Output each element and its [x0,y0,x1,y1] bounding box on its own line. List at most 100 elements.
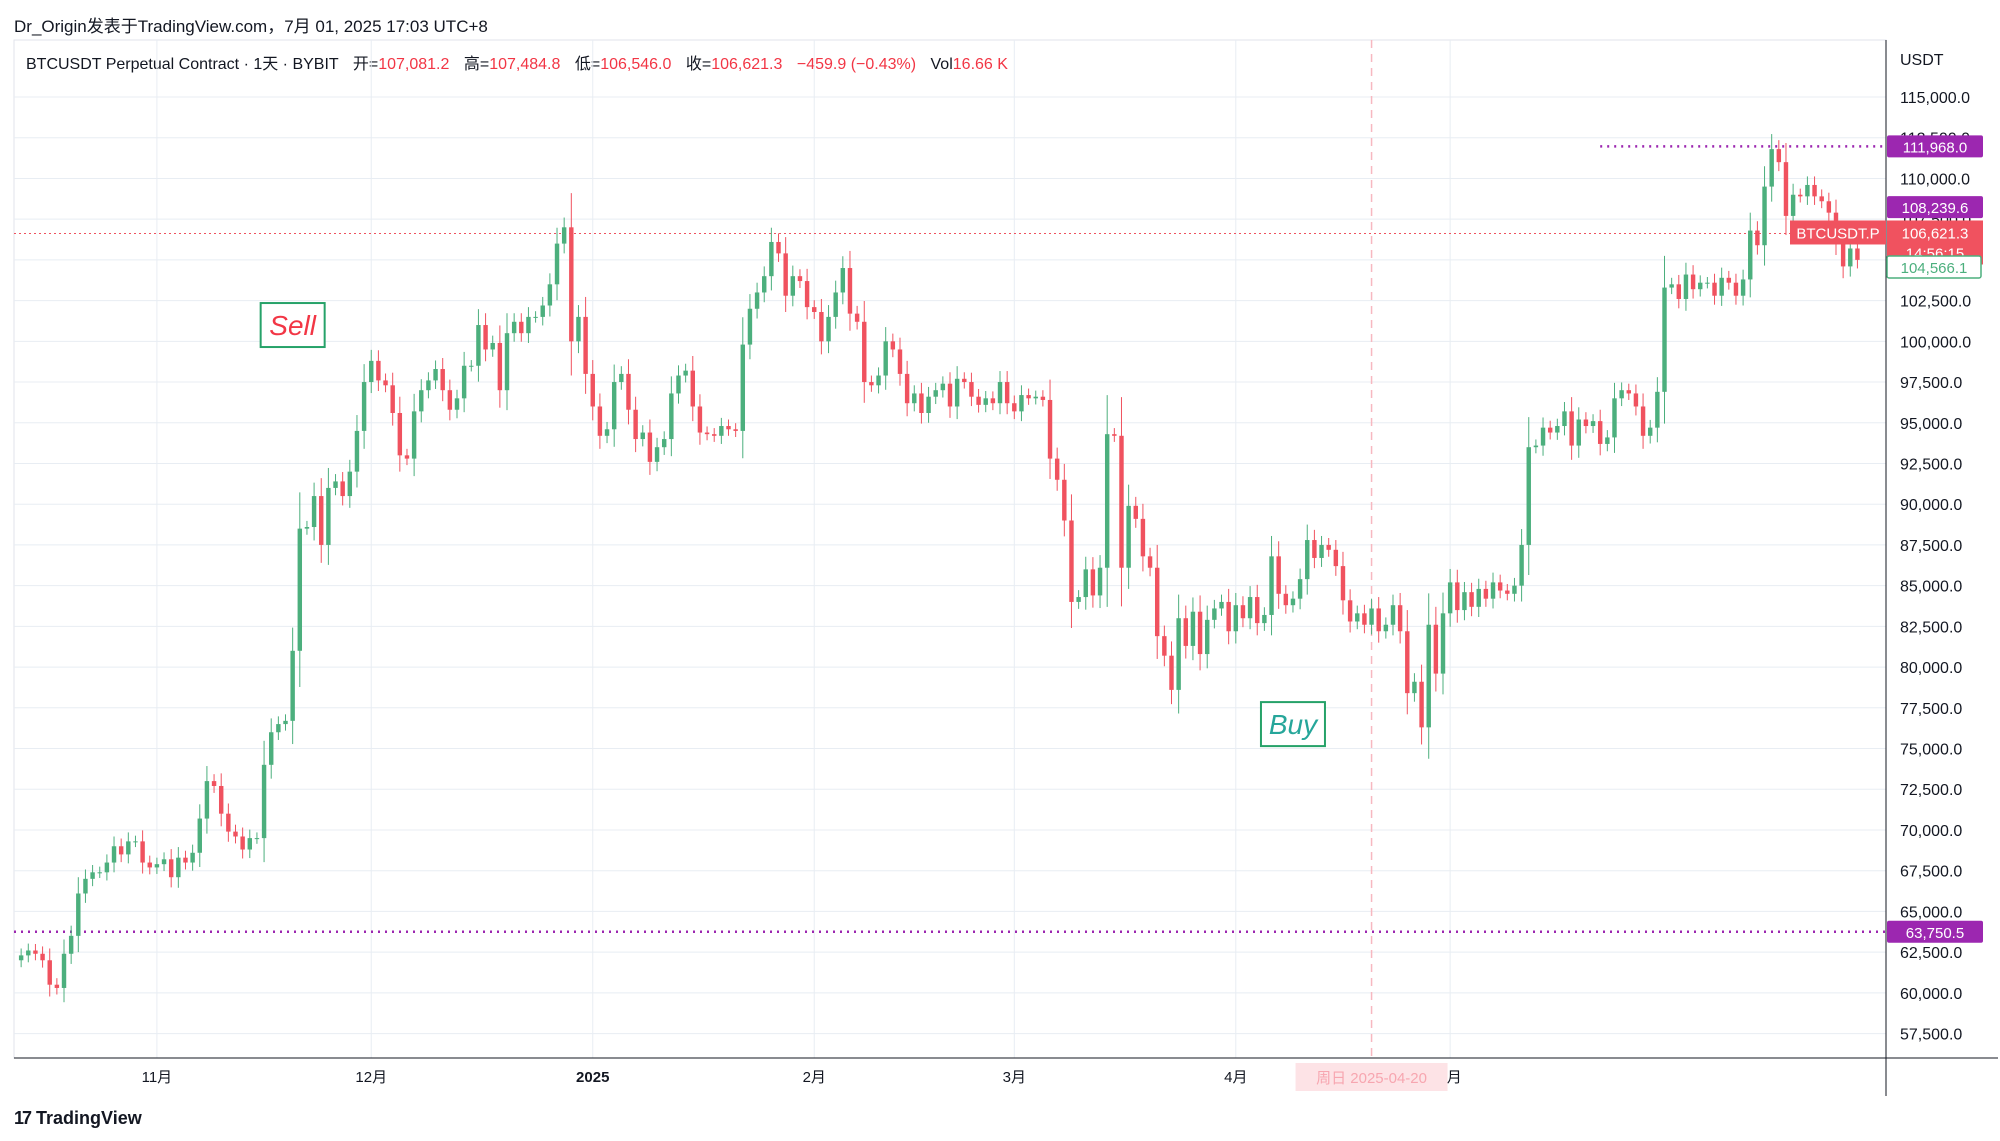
candle [1833,199,1839,256]
candle-body [590,373,595,407]
candle [54,978,60,995]
candle [1019,385,1024,422]
candle-body [1383,624,1389,632]
candle [590,360,595,421]
price-levels [14,145,1886,934]
y-tick-label: 92,500.0 [1900,456,1962,473]
candle [926,386,931,423]
candle [1297,568,1303,610]
y-tick-label: 80,000.0 [1900,660,1962,677]
candle-body [1190,611,1196,646]
y-tick-label: 77,500.0 [1900,701,1962,718]
candle-body [526,316,531,334]
candle-body [1212,608,1217,620]
candle [1519,529,1524,602]
candle-body [997,382,1003,404]
candle-body [1576,419,1581,446]
candle [1662,255,1667,424]
candle-body [454,398,460,410]
x-tick-label: 11月 [142,1069,173,1086]
candle [633,396,638,453]
candle-body [583,316,588,374]
candle [783,237,788,313]
candle-body [240,836,245,850]
price-label-box [1887,196,1983,219]
candle-body [619,373,624,383]
candle [1140,503,1146,572]
candle [1183,605,1189,659]
candle [683,363,688,383]
candle [690,355,695,422]
candle-body [1362,613,1367,625]
candle-body [447,390,453,410]
candle [1390,594,1396,636]
candle [1826,192,1832,222]
candle-body [476,325,481,366]
candle-body [404,455,410,459]
price-unit-selector[interactable]: USDT [1900,52,1944,69]
candle [1097,555,1103,609]
candle [547,273,553,317]
candle [1226,588,1231,645]
candle-body [1340,566,1346,601]
y-tick-label: 75,000.0 [1900,742,1962,759]
candle [554,227,560,301]
candle-body [1597,421,1603,444]
candle-body [1247,597,1253,619]
tradingview-logo[interactable]: 17 TradingView [14,1108,142,1129]
candle [147,855,152,875]
candle [1047,379,1053,479]
price-label-text: 106,621.3 [1902,225,1969,242]
candle [890,333,896,358]
candle-body [1305,540,1310,580]
candle-body [1633,393,1639,407]
candle [1269,535,1274,636]
candle [433,360,438,389]
candle-body [1540,427,1546,446]
candle-body [440,369,445,391]
candle-body [1347,600,1353,622]
candle-body [411,411,417,459]
candle [461,351,467,413]
candle-body [1719,277,1724,296]
candle [597,393,603,449]
candle [1640,393,1646,449]
y-tick-label: 67,500.0 [1900,864,1962,881]
candle-body [1583,419,1589,427]
candle-body [211,781,217,786]
chart-axes: 57,500.0 60,000.0 62,500.0 65,000.0 67,500.0… [14,40,1998,1096]
x-tick-label: 2025 [576,1069,609,1086]
candle-body [1605,437,1610,444]
candle [754,282,760,319]
price-label-box [1887,920,1983,943]
candle [1762,166,1767,266]
candle-body [519,321,524,334]
candle-body [18,955,24,961]
candle [297,492,303,688]
candle [90,864,95,887]
candle-body [1012,403,1017,412]
candle [1383,617,1389,639]
x-tick-label: 5月 [1438,1069,1461,1086]
chart-grid [13,39,1887,1059]
y-tick-label: 97,500.0 [1900,375,1962,392]
symbol-name[interactable]: BTCUSDT Perpetual Contract · 1天 · BYBIT [26,56,339,73]
candle-body [1733,282,1739,296]
candle-body [1776,149,1782,163]
candle [454,389,460,419]
candle-body [340,481,345,497]
candle-body [433,369,438,381]
candle [1633,384,1639,416]
candle [583,296,588,394]
candle [311,482,317,541]
candle-body [1519,544,1524,586]
candle [1562,402,1567,436]
annotation-buy: Buy [1259,701,1326,748]
candle-body [176,857,181,878]
candle-body [1462,592,1467,611]
candle [626,359,631,425]
candle-body [1076,597,1081,602]
candle-body [1026,395,1031,399]
candle-body [1683,274,1689,299]
